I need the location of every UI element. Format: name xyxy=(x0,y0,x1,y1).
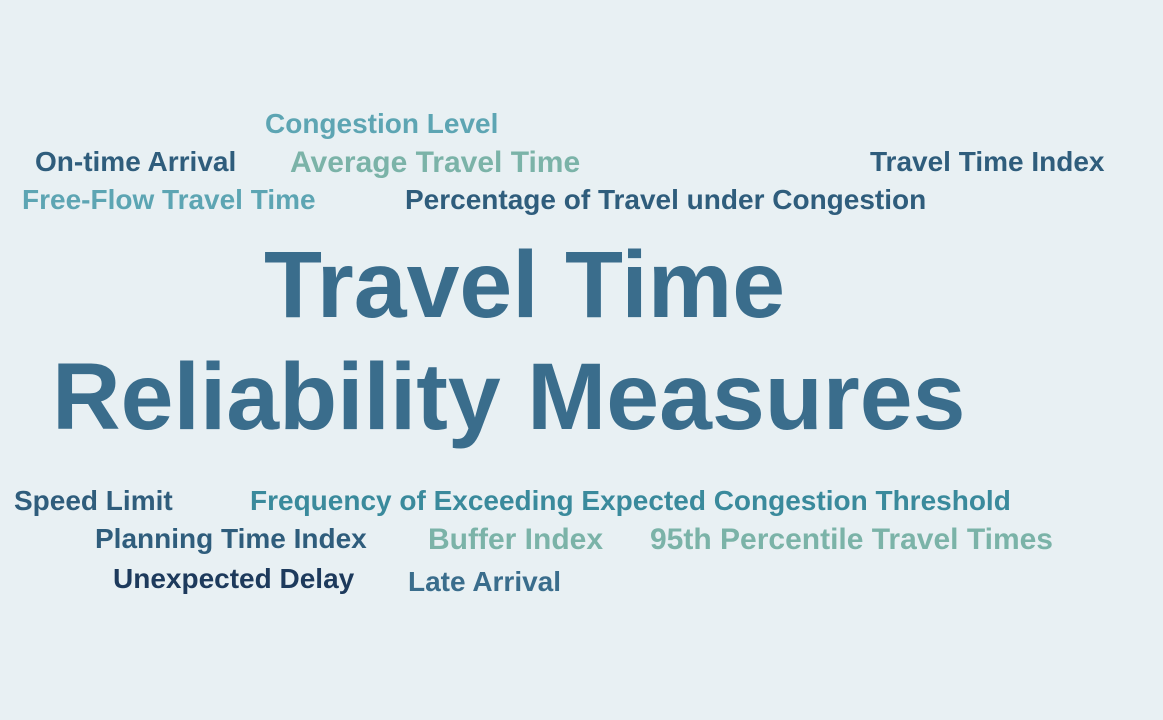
wordcloud-word: Average Travel Time xyxy=(290,148,580,178)
wordcloud-word: Congestion Level xyxy=(265,110,498,138)
wordcloud-word: Percentage of Travel under Congestion xyxy=(405,186,926,214)
wordcloud-word: Buffer Index xyxy=(428,525,603,555)
wordcloud-word: Speed Limit xyxy=(14,487,173,515)
wordcloud-word: Frequency of Exceeding Expected Congesti… xyxy=(250,487,1011,515)
wordcloud-word: On-time Arrival xyxy=(35,148,236,176)
wordcloud-word: Unexpected Delay xyxy=(113,565,354,593)
wordcloud-word: Reliability Measures xyxy=(52,350,965,445)
wordcloud-word: Travel Time xyxy=(264,238,785,333)
wordcloud-word: Planning Time Index xyxy=(95,525,367,553)
wordcloud-word: Free-Flow Travel Time xyxy=(22,186,316,214)
wordcloud-word: 95th Percentile Travel Times xyxy=(650,525,1053,555)
wordcloud-word: Travel Time Index xyxy=(870,148,1105,176)
wordcloud-word: Late Arrival xyxy=(408,568,561,596)
